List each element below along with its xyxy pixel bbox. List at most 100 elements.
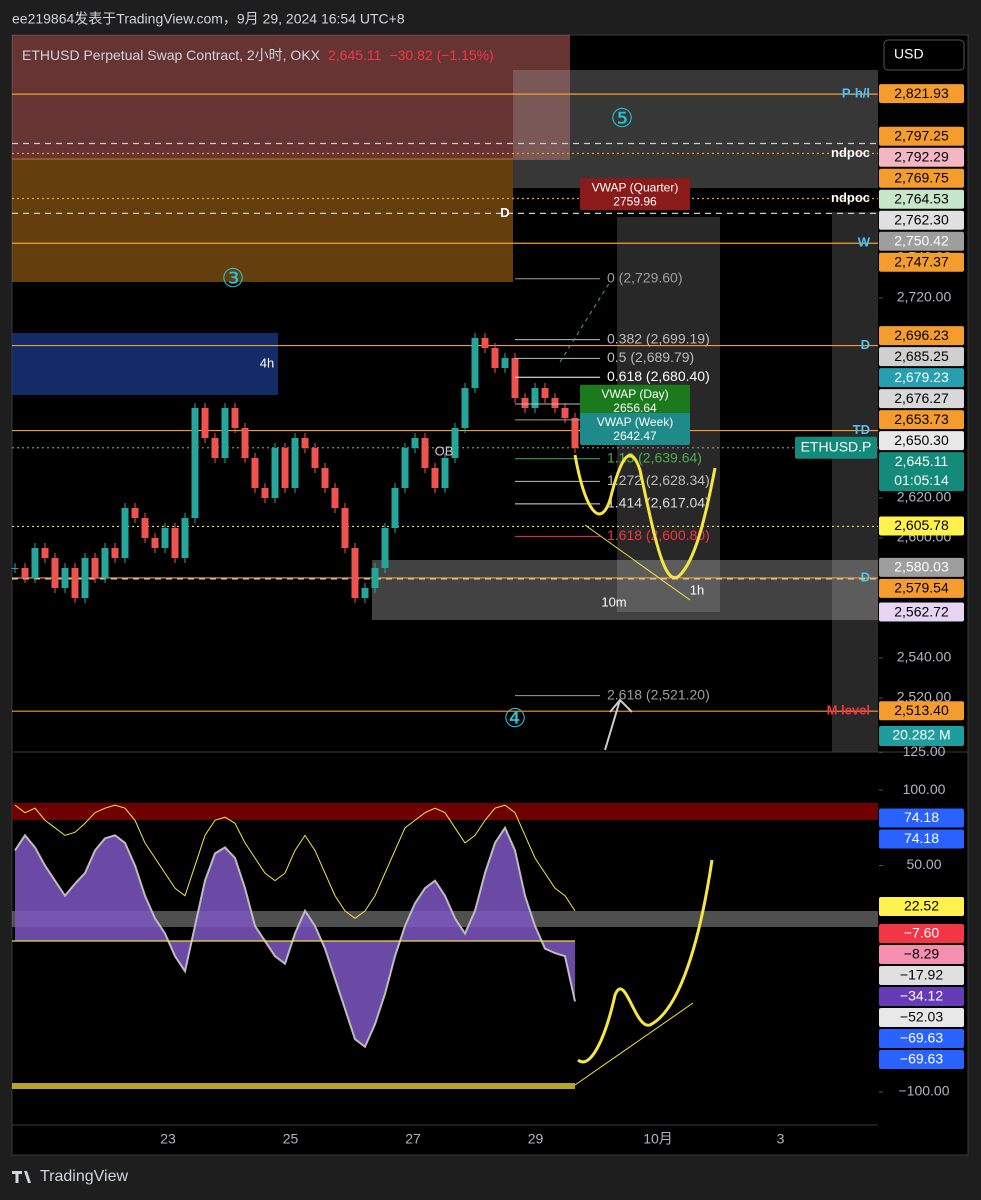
fib-label: 1.414 (2,617.04) [607,495,710,511]
annotation: ④ [503,703,526,733]
candle [441,458,449,488]
price-label-text: −69.63 [900,1030,943,1046]
price-label-text: 2,764.53 [894,190,949,206]
candle [181,518,189,558]
price-label-text: 74.18 [904,830,939,846]
indicator-strip [12,1083,575,1089]
fib-label: 1.618 (2,600.80) [607,527,710,543]
price-label-text: 2,513.40 [894,702,949,718]
candle [251,458,259,488]
volume-label-text: 20.282 M [892,727,950,743]
vwap-value: 2759.96 [613,194,657,208]
currency[interactable]: USD [894,46,924,62]
currency-button[interactable] [883,39,965,71]
title-row: ETHUSD Perpetual Swap Contract, 2小时, OKX… [22,47,494,63]
candle [21,568,29,578]
price-tick-label: 2,720.00 [897,289,952,305]
price-label [879,326,964,346]
price-label-text: 2,562.72 [894,603,949,619]
candle [541,388,549,398]
blue-zone [12,333,278,395]
price-label-text: −34.12 [900,988,943,1004]
time-label: 29 [528,1131,544,1147]
candle [191,408,199,518]
price-label [879,897,964,917]
candle [391,488,399,528]
candle [511,358,519,398]
candle [101,548,109,578]
fib-label: 0.618 (2,680.40) [607,368,710,384]
drawing [604,698,633,751]
level-tag: W [858,235,871,250]
candle [381,528,389,568]
oscillator-line [14,825,576,1049]
demand-zone [372,560,878,620]
vwap-name: VWAP (Week) [597,415,673,429]
candle [281,448,289,488]
fib-label: 1.272 (2,628.34) [607,472,710,488]
price-label [879,389,964,409]
vwap-value: 2656.64 [613,401,657,415]
candle [71,568,79,598]
time-label: 25 [283,1131,299,1147]
symbol-tag [795,436,877,459]
price-label-text: 2,747.37 [894,253,949,269]
candle [351,548,359,598]
price-label [879,602,964,622]
orange-zone [12,158,513,282]
annotation: ③ [221,263,244,293]
candle [361,588,369,598]
level-tag: ndpoc [831,145,870,160]
indicator-band [12,803,878,820]
candle [561,408,569,418]
annotation: 4h [260,355,274,370]
candle [451,428,459,458]
price-label-text: 2,750.42 [894,232,949,248]
oscillator-area [15,827,575,1047]
candle [311,448,319,468]
price-label [879,452,964,492]
price-label-text: −17.92 [900,967,943,983]
candle [331,488,339,508]
price-label-text: 2,676.27 [894,390,949,406]
candle [211,438,219,458]
annotation: OB [435,443,454,458]
candle [111,548,119,558]
price-label-text: 2,762.30 [894,211,949,227]
price-label [879,944,964,964]
drawing [577,859,714,1064]
gray-zone [513,70,878,188]
level-tag: ndpoc [831,190,870,205]
candle [291,438,299,488]
candle [131,508,139,518]
price-label [879,189,964,209]
price-label-text: 2,605.78 [894,517,949,533]
indicator-tick-label: 50.00 [906,856,941,872]
candle [221,408,229,458]
last-price: 2,645.11 [328,47,382,63]
candle [471,338,479,388]
candle [321,468,329,488]
drawing [574,1002,694,1086]
time-label: 3 [777,1131,785,1147]
drawing [584,524,691,601]
price-label [879,1007,964,1027]
fib-label: 0 (2,729.60) [607,270,683,286]
fib-label: 2.618 (2,521.20) [607,686,710,702]
symbol: ETHUSD Perpetual Swap Contract, 2小时, OKX [22,47,321,63]
candle [161,528,169,548]
candle [341,508,349,548]
price-label [879,368,964,388]
price-label-text: 74.18 [904,809,939,825]
price-label-text: −69.63 [900,1051,943,1067]
vwap-box [580,413,690,446]
candle [31,548,39,578]
candle [401,448,409,488]
annotation: 10m [601,594,626,609]
price-label [879,578,964,598]
vwap-box [580,384,690,417]
candle [41,548,49,558]
price-label-text: 2,821.93 [894,85,949,101]
candle [481,338,489,348]
